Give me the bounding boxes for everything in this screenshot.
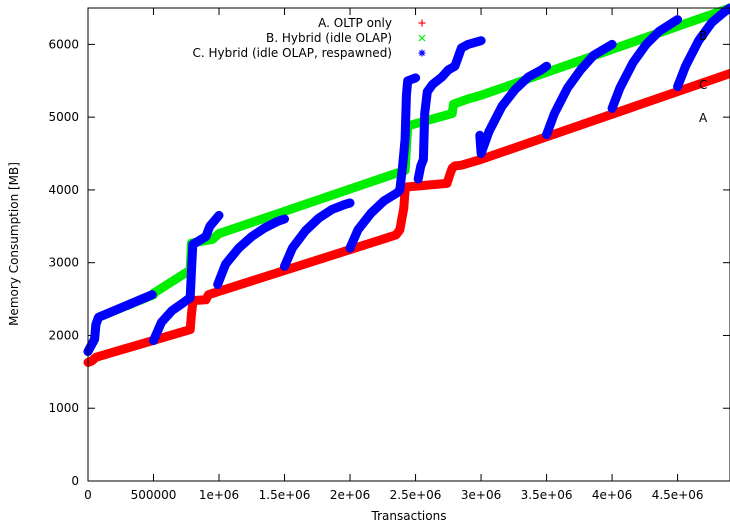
tick-labels: 0 500000 1e+06 1.5e+06 2e+06 2.5e+06 3e+06 3.5e…: [48, 37, 703, 502]
series-end-label: C: [699, 78, 707, 92]
series-c-segment: [280, 198, 355, 271]
legend-label: B. Hybrid (idle OLAP): [266, 31, 392, 45]
y-tick-label: 1000: [48, 401, 79, 415]
legend-marker-a: [418, 19, 426, 27]
series-c-segment: [607, 15, 683, 113]
y-tick-label: 0: [71, 474, 79, 488]
legend-marker-c: [418, 49, 426, 57]
x-tick-label: 1.5e+06: [259, 488, 311, 502]
series-c-segment: [213, 214, 289, 289]
x-tick-label: 4.5e+06: [652, 488, 704, 502]
legend-label: C. Hybrid (idle OLAP, respawned): [193, 46, 392, 60]
y-tick-label: 3000: [48, 256, 79, 270]
x-axis-label: Transactions: [371, 509, 447, 523]
x-tick-label: 1e+06: [199, 488, 239, 502]
legend-marker-b: [418, 34, 426, 42]
series-c-segment: [475, 61, 552, 158]
y-tick-label: 6000: [48, 37, 79, 51]
x-tick-label: 3e+06: [461, 488, 501, 502]
x-tick-label: 4e+06: [592, 488, 632, 502]
plot-area: [83, 3, 730, 367]
legend-label: A. OLTP only: [318, 16, 392, 30]
x-tick-label: 500000: [131, 488, 177, 502]
series-c-segment: [83, 290, 157, 356]
series-end-labels: A B C: [699, 29, 708, 125]
series-c-segment: [673, 3, 730, 92]
series-c-segment: [149, 210, 224, 346]
plot-frame: [87, 7, 730, 482]
series-end-label: B: [699, 29, 707, 43]
x-tick-label: 2.5e+06: [390, 488, 442, 502]
series-a-segment: [83, 69, 730, 367]
x-tick-label: 3.5e+06: [521, 488, 573, 502]
y-tick-label: 4000: [48, 183, 79, 197]
series-c-segment: [413, 36, 486, 184]
series-c-segment: [542, 39, 617, 140]
series-c-segment: [345, 73, 421, 253]
y-axis-label: Memory Consumption [MB]: [7, 162, 21, 326]
series-c: [83, 3, 730, 356]
x-tick-label: 2e+06: [330, 488, 370, 502]
x-tick-label: 0: [84, 488, 92, 502]
series-end-label: A: [699, 111, 708, 125]
y-tick-label: 5000: [48, 110, 79, 124]
series-a: [83, 69, 730, 367]
y-tick-label: 2000: [48, 328, 79, 342]
